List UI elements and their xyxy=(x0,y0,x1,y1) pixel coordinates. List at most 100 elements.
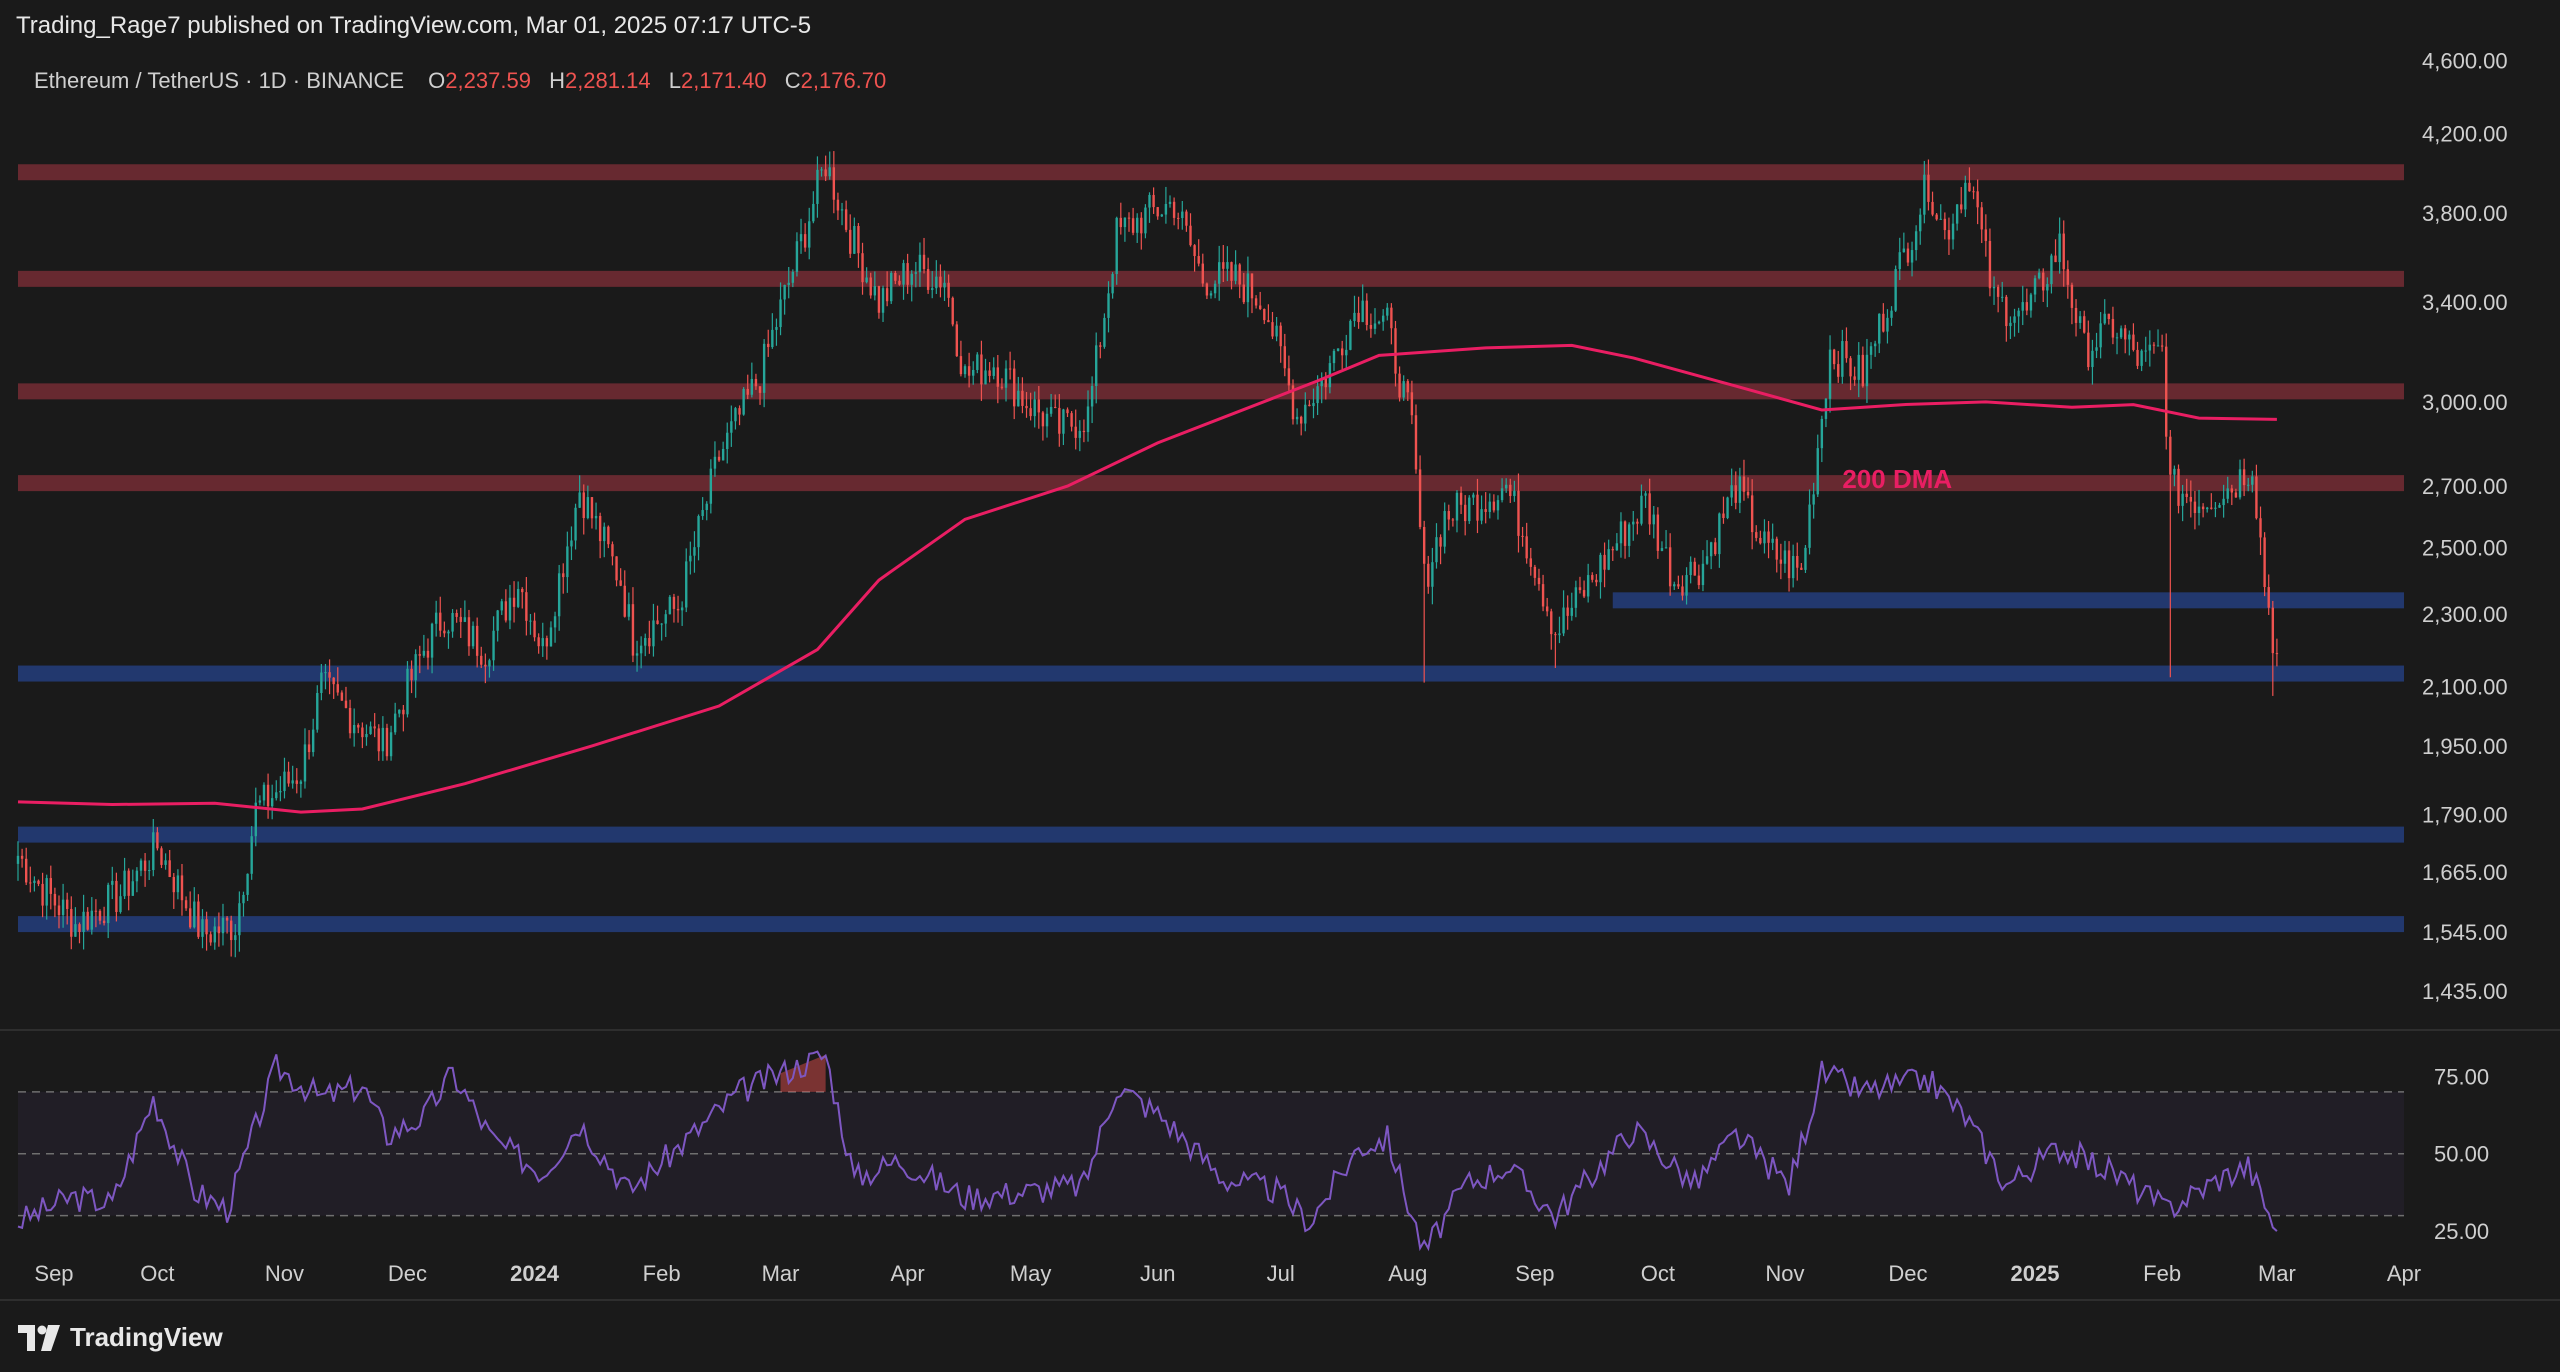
candle-body xyxy=(131,881,134,896)
candle-body xyxy=(2103,313,2106,324)
candle-body xyxy=(2173,468,2176,475)
candle-body xyxy=(918,254,922,273)
candle xyxy=(1591,572,1594,583)
candle-body xyxy=(1668,547,1672,587)
candle-body xyxy=(1886,317,1889,332)
candle xyxy=(340,690,344,701)
candle-body xyxy=(1049,406,1053,414)
candle xyxy=(164,853,167,870)
candle-body xyxy=(1230,262,1233,281)
tradingview-logo[interactable]: TradingView xyxy=(18,1322,223,1353)
candle-body xyxy=(1373,323,1377,329)
candle xyxy=(455,609,458,623)
time-tick-label: Feb xyxy=(643,1261,681,1286)
candle xyxy=(516,581,520,609)
candle-body xyxy=(291,780,294,784)
candle xyxy=(1824,397,1828,428)
price-tick-label: 2,700.00 xyxy=(2422,474,2508,499)
candle xyxy=(1804,544,1807,573)
candle-body xyxy=(1459,492,1463,505)
candle-body xyxy=(82,911,85,933)
candle xyxy=(1603,542,1606,588)
candle xyxy=(1771,523,1774,551)
candle-body xyxy=(1722,513,1725,519)
candle-body xyxy=(365,734,368,738)
candle-body xyxy=(1422,526,1426,564)
candle-body xyxy=(746,388,749,395)
candle xyxy=(41,872,44,918)
candle xyxy=(799,218,803,254)
candle xyxy=(492,616,495,671)
resistance-zone-1 xyxy=(18,270,2404,287)
candle xyxy=(1402,375,1405,401)
candle xyxy=(381,716,385,761)
candle-body xyxy=(865,277,868,283)
candle-body xyxy=(664,614,667,624)
candle-body xyxy=(316,692,319,730)
candle xyxy=(1550,608,1553,650)
support-zone-5 xyxy=(18,665,2404,682)
candle-body xyxy=(578,492,581,508)
candle xyxy=(1004,360,1008,402)
candle-body xyxy=(844,209,848,230)
candle xyxy=(1172,197,1176,226)
candle-body xyxy=(1443,511,1446,547)
candle xyxy=(1021,377,1024,414)
candle xyxy=(1390,303,1393,345)
candle xyxy=(1054,394,1057,409)
candle-body xyxy=(2091,350,2094,368)
candle-body xyxy=(1004,368,1008,388)
candle-body xyxy=(1984,229,1988,242)
candle-body xyxy=(311,729,315,753)
candle-body xyxy=(2165,346,2168,437)
candle xyxy=(1119,202,1123,235)
candle xyxy=(992,357,995,380)
candle xyxy=(1144,204,1147,239)
candle-body xyxy=(1066,409,1069,414)
candle-body xyxy=(2136,349,2139,366)
candle xyxy=(906,253,909,294)
candle-body xyxy=(1750,495,1754,533)
candle xyxy=(1882,303,1885,333)
candle xyxy=(607,525,610,549)
candle-body xyxy=(152,832,155,871)
candle-body xyxy=(1414,415,1418,470)
candle-body xyxy=(566,546,569,578)
candle-body xyxy=(549,627,553,647)
candle-body xyxy=(771,329,774,348)
candle-body xyxy=(406,668,409,715)
candle xyxy=(1217,245,1221,301)
candle xyxy=(578,475,581,509)
candle xyxy=(225,915,229,934)
candle xyxy=(1586,563,1590,603)
candle xyxy=(627,592,631,621)
candle xyxy=(201,909,204,949)
candle-body xyxy=(1394,328,1397,374)
candle xyxy=(209,931,212,946)
candle xyxy=(2111,306,2115,345)
candle xyxy=(102,906,106,926)
candle-body xyxy=(701,510,704,517)
candle xyxy=(734,406,737,430)
candle-body xyxy=(1398,373,1401,398)
candle xyxy=(562,563,565,594)
candle-body xyxy=(422,650,426,656)
candle xyxy=(2087,320,2090,371)
candle xyxy=(758,386,762,405)
candle-body xyxy=(1775,538,1778,560)
candle xyxy=(2009,316,2012,340)
candle xyxy=(1869,342,1873,369)
candle-body xyxy=(447,631,450,634)
candle xyxy=(1463,495,1467,536)
candle xyxy=(2099,312,2102,359)
candle-body xyxy=(2132,334,2135,350)
candle-body xyxy=(1951,223,1955,240)
candle-body xyxy=(1160,214,1164,217)
candle xyxy=(631,587,635,663)
candle xyxy=(1295,408,1299,425)
candle xyxy=(2070,282,2074,325)
candle-body xyxy=(2255,476,2258,519)
candle-body xyxy=(1070,413,1073,427)
candle-body xyxy=(217,926,221,934)
